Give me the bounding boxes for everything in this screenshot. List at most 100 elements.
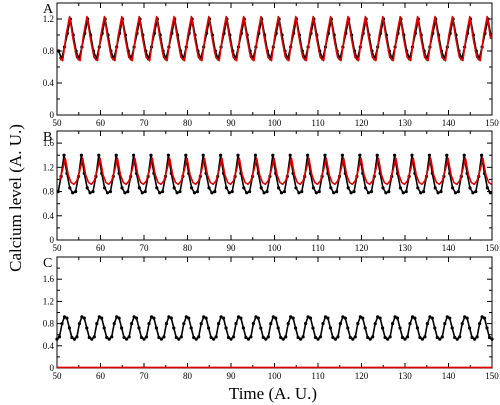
- data-point: [363, 326, 367, 330]
- data-point: [456, 190, 460, 194]
- data-point: [224, 326, 228, 330]
- panel-letter: C: [43, 256, 52, 271]
- data-point: [366, 335, 370, 340]
- data-point: [420, 337, 424, 341]
- data-point: [393, 315, 397, 319]
- data-point: [213, 190, 217, 194]
- data-point: [137, 326, 141, 330]
- data-point: [438, 337, 442, 341]
- data-point: [179, 335, 183, 339]
- data-point: [427, 153, 431, 157]
- data-point: [415, 326, 419, 330]
- x-tick-label: 130: [398, 371, 412, 381]
- data-point: [105, 191, 110, 195]
- data-point: [56, 190, 60, 194]
- data-point: [349, 191, 353, 195]
- data-point: [416, 186, 420, 190]
- data-point: [117, 316, 121, 320]
- data-point: [296, 335, 300, 340]
- data-point: [383, 335, 387, 340]
- x-tick-label: 120: [355, 371, 369, 381]
- y-tick-label: 1.2: [43, 162, 54, 172]
- data-point: [300, 190, 304, 194]
- data-point: [122, 335, 126, 340]
- data-point: [127, 335, 131, 339]
- data-point: [335, 190, 339, 194]
- data-point: [277, 186, 281, 190]
- series-2: [58, 15, 492, 62]
- data-point: [239, 316, 243, 320]
- data-point: [451, 186, 455, 190]
- data-point: [423, 335, 427, 339]
- data-point: [60, 322, 64, 326]
- panel-c: C 50 60 70 80 90 100 110 120 130 140 150 0 0.4 0.8 1.2 1…: [43, 256, 500, 381]
- data-point: [123, 191, 127, 195]
- x-tick-label: 90: [227, 118, 237, 128]
- data-point: [480, 153, 484, 157]
- data-point: [448, 316, 452, 320]
- data-point: [65, 316, 69, 320]
- data-point: [90, 337, 94, 341]
- data-point: [182, 322, 186, 326]
- data-point: [323, 315, 328, 319]
- data-point: [465, 316, 469, 320]
- data-point: [490, 337, 494, 341]
- data-point: [265, 190, 269, 194]
- data-point: [130, 322, 134, 326]
- data-point: [75, 335, 79, 339]
- data-point: [149, 153, 153, 157]
- x-tick-label: 130: [398, 118, 412, 128]
- y-axis-title: Calcium level (A. U.): [6, 124, 25, 272]
- x-tick-label: 70: [140, 243, 150, 253]
- data-point: [174, 335, 178, 340]
- data-point: [102, 326, 106, 330]
- y-tick-label: 0.4: [43, 211, 55, 221]
- data-point: [97, 315, 101, 319]
- data-point: [248, 190, 252, 194]
- data-point: [419, 191, 423, 195]
- y-tick-label: 0.8: [43, 46, 55, 56]
- data-point: [152, 316, 156, 320]
- data-point: [471, 191, 475, 195]
- data-point: [140, 191, 144, 195]
- x-tick-label: 90: [227, 243, 237, 253]
- data-point: [259, 186, 263, 190]
- data-point: [306, 153, 310, 157]
- data-point: [361, 316, 365, 320]
- data-point: [271, 315, 275, 319]
- data-point: [71, 191, 75, 195]
- data-point: [256, 316, 260, 320]
- data-point: [294, 186, 298, 190]
- data-point: [433, 326, 437, 330]
- x-tick-label: 50: [53, 243, 63, 253]
- data-point: [393, 153, 397, 157]
- data-point: [126, 190, 130, 194]
- x-tick-label: 110: [311, 371, 325, 381]
- data-point: [329, 186, 333, 190]
- x-tick-label: 100: [268, 243, 282, 253]
- data-point: [197, 335, 201, 339]
- data-point: [304, 322, 308, 326]
- data-point: [204, 316, 208, 320]
- data-point: [279, 335, 283, 340]
- x-tick-label: 70: [140, 371, 150, 381]
- data-point: [82, 316, 86, 320]
- data-point: [155, 186, 159, 190]
- data-point: [435, 335, 439, 340]
- data-point: [371, 335, 375, 339]
- data-point: [364, 186, 368, 190]
- data-point: [184, 315, 188, 319]
- data-point: [207, 186, 211, 190]
- x-tick-label: 150: [485, 243, 499, 253]
- data-point: [217, 322, 221, 326]
- data-point: [318, 335, 323, 339]
- data-point: [77, 322, 81, 326]
- data-point: [214, 335, 218, 339]
- data-point: [445, 315, 449, 319]
- data-point: [266, 335, 270, 339]
- x-tick-label: 90: [227, 371, 237, 381]
- data-point: [398, 186, 402, 190]
- data-point: [378, 316, 382, 320]
- data-point: [450, 326, 454, 330]
- data-point: [316, 337, 320, 341]
